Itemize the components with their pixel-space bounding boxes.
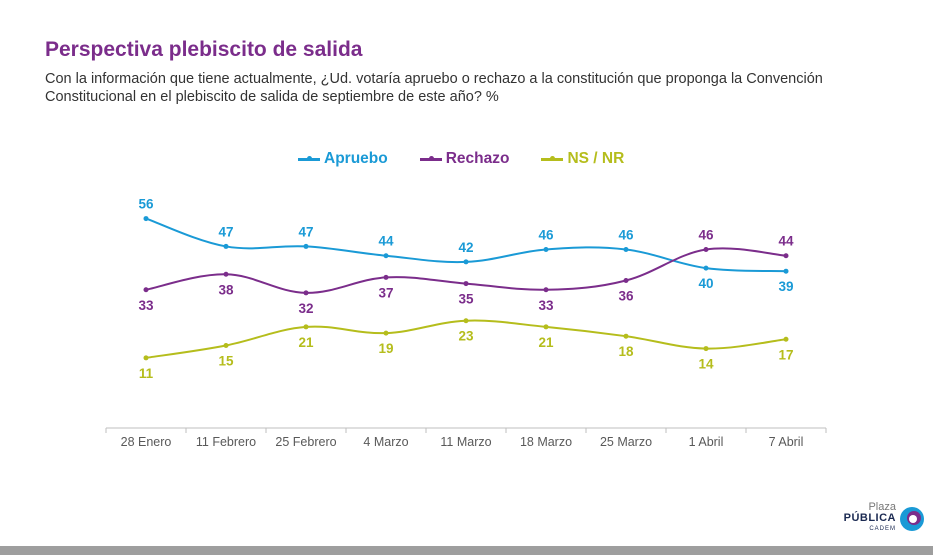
data-point-apruebo bbox=[783, 268, 789, 274]
data-label-rechazo: 44 bbox=[778, 234, 794, 249]
data-point-apruebo bbox=[223, 243, 229, 249]
data-point-ns-nr bbox=[223, 342, 229, 348]
legend-swatch-rechazo bbox=[419, 156, 442, 161]
data-point-rechazo bbox=[783, 253, 789, 259]
data-label-rechazo: 33 bbox=[538, 298, 554, 313]
chart-legend: Apruebo Rechazo NS / NR bbox=[298, 150, 624, 168]
data-label-apruebo: 44 bbox=[378, 234, 394, 249]
data-point-rechazo bbox=[703, 247, 709, 253]
data-point-ns-nr bbox=[143, 355, 149, 361]
data-point-apruebo bbox=[383, 253, 389, 259]
x-tick-label: 25 Marzo bbox=[600, 435, 652, 449]
data-point-rechazo bbox=[143, 287, 149, 293]
data-label-rechazo: 35 bbox=[458, 292, 474, 307]
data-label-ns-nr: 17 bbox=[778, 347, 793, 362]
data-label-ns-nr: 14 bbox=[698, 357, 714, 372]
logo-line3: CADEM bbox=[869, 526, 896, 532]
data-label-apruebo: 47 bbox=[218, 224, 233, 239]
data-point-apruebo bbox=[303, 243, 309, 249]
data-label-apruebo: 39 bbox=[778, 279, 793, 294]
x-tick-label: 4 Marzo bbox=[363, 435, 408, 449]
logo-line2: PÚBLICA bbox=[843, 512, 896, 524]
data-label-apruebo: 46 bbox=[618, 228, 634, 243]
logo-text: Plaza PÚBLICA CADEM bbox=[844, 502, 896, 535]
legend-label-nsnr: NS / NR bbox=[567, 150, 625, 167]
x-tick-label: 28 Enero bbox=[121, 435, 172, 449]
data-point-rechazo bbox=[623, 277, 629, 283]
x-tick-label: 11 Febrero bbox=[196, 435, 256, 449]
legend-item-rechazo: Rechazo bbox=[419, 150, 510, 168]
data-label-ns-nr: 19 bbox=[378, 341, 393, 356]
data-label-rechazo: 46 bbox=[698, 228, 714, 243]
data-point-rechazo bbox=[223, 271, 229, 277]
data-label-apruebo: 56 bbox=[138, 197, 154, 212]
x-tick-label: 25 Febrero bbox=[275, 435, 336, 449]
data-point-ns-nr bbox=[703, 346, 709, 352]
data-point-apruebo bbox=[543, 247, 549, 253]
data-label-apruebo: 42 bbox=[458, 240, 473, 255]
data-label-apruebo: 46 bbox=[538, 228, 554, 243]
data-label-ns-nr: 21 bbox=[538, 335, 554, 350]
data-point-apruebo bbox=[623, 247, 629, 253]
x-tick-label: 11 Marzo bbox=[440, 435, 491, 449]
page-title: Perspectiva plebiscito de salida bbox=[45, 38, 363, 61]
data-point-ns-nr bbox=[383, 330, 389, 336]
x-tick-label: 7 Abril bbox=[769, 435, 804, 449]
data-label-ns-nr: 15 bbox=[218, 353, 234, 368]
data-point-rechazo bbox=[463, 281, 469, 287]
data-label-ns-nr: 18 bbox=[618, 344, 634, 359]
legend-item-nsnr: NS / NR bbox=[541, 150, 624, 168]
data-label-ns-nr: 11 bbox=[139, 366, 154, 381]
data-point-ns-nr bbox=[783, 336, 789, 342]
data-point-rechazo bbox=[543, 287, 549, 293]
x-tick-label: 18 Marzo bbox=[520, 435, 572, 449]
data-point-apruebo bbox=[143, 216, 149, 222]
data-point-ns-nr bbox=[463, 318, 469, 324]
data-point-apruebo bbox=[463, 259, 469, 265]
data-label-apruebo: 40 bbox=[698, 276, 713, 291]
data-label-ns-nr: 23 bbox=[458, 329, 474, 344]
data-label-rechazo: 33 bbox=[138, 298, 154, 313]
data-point-rechazo bbox=[383, 274, 389, 280]
legend-item-apruebo: Apruebo bbox=[298, 150, 388, 168]
question-text: Con la información que tiene actualmente… bbox=[45, 71, 823, 105]
logo-mark-icon bbox=[900, 506, 924, 531]
data-point-ns-nr bbox=[303, 324, 309, 330]
data-point-ns-nr bbox=[543, 324, 549, 330]
data-label-rechazo: 38 bbox=[218, 282, 234, 297]
legend-swatch-nsnr bbox=[541, 156, 564, 161]
legend-label-apruebo: Apruebo bbox=[324, 150, 388, 167]
data-point-rechazo bbox=[303, 290, 309, 296]
footer-bar bbox=[0, 546, 933, 555]
plaza-publica-logo: Plaza PÚBLICA CADEM bbox=[844, 502, 925, 535]
data-label-rechazo: 36 bbox=[618, 288, 634, 303]
data-point-ns-nr bbox=[623, 333, 629, 339]
series-line-rechazo bbox=[145, 247, 787, 294]
legend-swatch-apruebo bbox=[298, 156, 320, 161]
data-label-rechazo: 37 bbox=[378, 285, 393, 300]
legend-label-rechazo: Rechazo bbox=[445, 150, 510, 167]
logo-line1: Plaza bbox=[868, 501, 896, 513]
data-label-ns-nr: 21 bbox=[298, 335, 314, 350]
data-point-apruebo bbox=[703, 265, 709, 271]
x-tick-label: 1 Abril bbox=[689, 435, 724, 449]
data-label-apruebo: 47 bbox=[298, 224, 313, 239]
data-label-rechazo: 32 bbox=[298, 301, 313, 316]
